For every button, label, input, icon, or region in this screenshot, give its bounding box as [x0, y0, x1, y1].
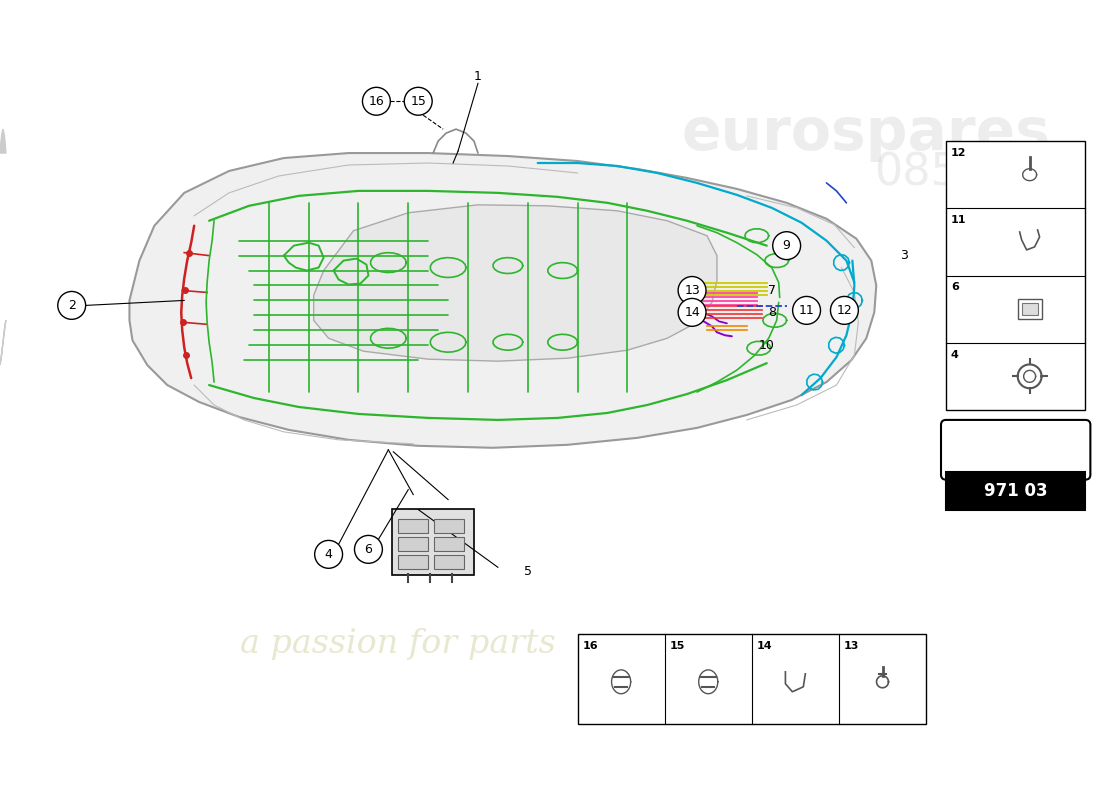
Bar — [946, 472, 1086, 510]
Text: 14: 14 — [684, 306, 700, 319]
Bar — [1022, 303, 1037, 315]
Text: 8: 8 — [768, 306, 776, 319]
Bar — [1018, 299, 1042, 319]
Text: 9: 9 — [783, 239, 791, 252]
Text: 085: 085 — [873, 151, 958, 194]
Text: 16: 16 — [368, 94, 384, 108]
Text: 15: 15 — [670, 641, 685, 651]
Text: 5: 5 — [524, 565, 531, 578]
Text: 2: 2 — [68, 299, 76, 312]
Text: 14: 14 — [757, 641, 772, 651]
Bar — [434, 538, 464, 551]
Text: 15: 15 — [410, 94, 426, 108]
Text: 6: 6 — [364, 543, 373, 556]
Text: 4: 4 — [324, 548, 332, 561]
Text: 12: 12 — [952, 148, 967, 158]
Bar — [946, 141, 1086, 410]
Text: eurospares: eurospares — [682, 105, 1050, 162]
Circle shape — [315, 541, 342, 568]
Text: 971 03: 971 03 — [983, 482, 1047, 500]
Circle shape — [58, 291, 86, 319]
Text: 4: 4 — [952, 350, 959, 360]
Text: 3: 3 — [900, 249, 909, 262]
FancyBboxPatch shape — [940, 420, 1090, 480]
Text: a passion for parts: a passion for parts — [241, 628, 557, 660]
Text: 13: 13 — [844, 641, 859, 651]
Circle shape — [830, 297, 858, 324]
Circle shape — [405, 87, 432, 115]
Circle shape — [354, 535, 383, 563]
Polygon shape — [0, 129, 6, 153]
Text: 11: 11 — [952, 215, 967, 226]
Bar — [434, 555, 464, 570]
Bar — [398, 538, 428, 551]
Bar — [578, 634, 926, 724]
Text: 7: 7 — [768, 284, 776, 297]
Text: 11: 11 — [799, 304, 814, 317]
Text: 10: 10 — [759, 338, 774, 352]
Circle shape — [678, 298, 706, 326]
Circle shape — [363, 87, 390, 115]
Polygon shape — [314, 205, 717, 361]
Polygon shape — [130, 153, 877, 448]
Text: 6: 6 — [952, 282, 959, 293]
Text: 13: 13 — [684, 284, 700, 297]
Circle shape — [793, 297, 821, 324]
Text: 1: 1 — [474, 70, 482, 83]
FancyBboxPatch shape — [393, 509, 474, 575]
Polygon shape — [0, 320, 6, 365]
Bar — [398, 555, 428, 570]
Circle shape — [772, 232, 801, 259]
Circle shape — [678, 277, 706, 305]
Text: 12: 12 — [836, 304, 852, 317]
Bar — [398, 519, 428, 534]
Text: 16: 16 — [583, 641, 598, 651]
Bar — [434, 519, 464, 534]
